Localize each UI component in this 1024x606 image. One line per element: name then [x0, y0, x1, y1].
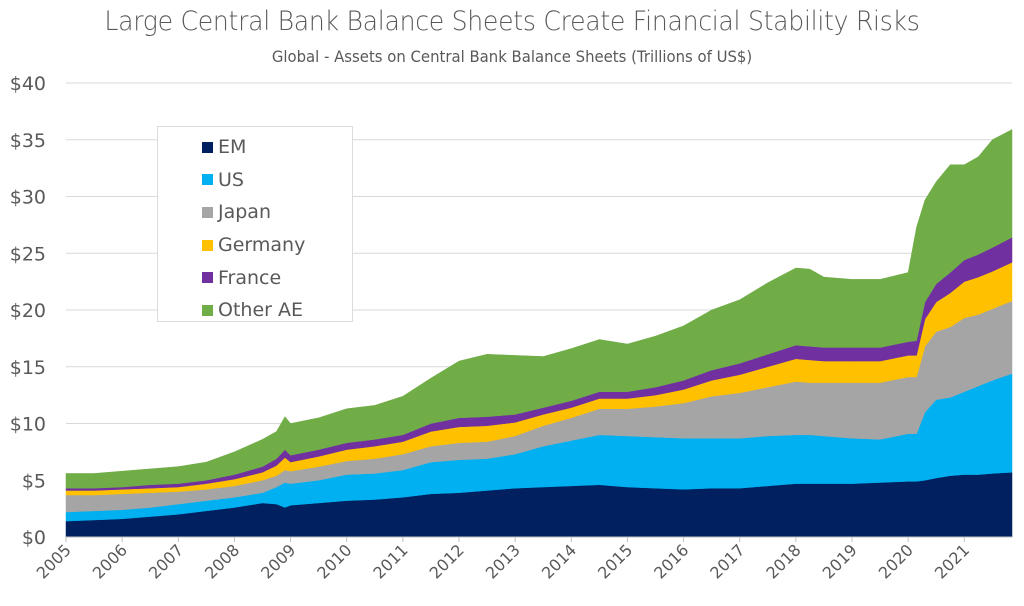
- legend-item: EM: [202, 131, 352, 164]
- legend-swatch: [202, 141, 213, 153]
- y-tick-label: $15: [10, 357, 46, 379]
- legend-item: US: [202, 164, 352, 197]
- legend-item: Japan: [202, 196, 352, 229]
- x-tick-label: 2020: [875, 540, 917, 582]
- y-axis: $0 $5 $10 $15 $20 $25 $30 $35 $40: [10, 73, 46, 549]
- y-tick-label: $40: [10, 73, 46, 95]
- legend-label: EM: [218, 136, 247, 159]
- legend-label: US: [218, 168, 244, 191]
- y-tick-label: $5: [22, 470, 46, 492]
- y-tick-label: $35: [10, 130, 46, 152]
- x-tick-label: 2008: [201, 540, 243, 582]
- legend-swatch: [202, 304, 213, 316]
- legend-label: France: [218, 266, 282, 289]
- x-axis: 2005 2006 2007 2008 2009 2010 2011 2012 2013 2014…: [33, 536, 1012, 583]
- legend-label: Other AE: [218, 299, 303, 322]
- y-tick-label: $10: [10, 414, 46, 436]
- x-tick-label: 2009: [257, 540, 299, 582]
- x-tick-label: 2018: [762, 540, 804, 582]
- x-tick-label: 2014: [538, 540, 580, 582]
- x-tick-label: 2013: [482, 540, 524, 582]
- legend: EM US Japan Germany France Other AE: [157, 126, 353, 322]
- x-tick-label: 2006: [89, 540, 131, 582]
- legend-swatch: [202, 239, 213, 251]
- legend-item: Germany: [202, 229, 352, 262]
- x-tick-label: 2011: [369, 540, 411, 582]
- legend-swatch: [202, 206, 213, 218]
- chart-subtitle: Global - Assets on Central Bank Balance …: [271, 47, 753, 66]
- x-tick-label: 2021: [931, 540, 973, 582]
- y-tick-label: $0: [22, 527, 46, 549]
- x-tick-label: 2019: [819, 540, 861, 582]
- legend-item: France: [202, 261, 352, 294]
- x-tick-label: 2010: [313, 540, 355, 582]
- y-tick-label: $25: [10, 243, 46, 265]
- x-tick-label: 2016: [650, 540, 692, 582]
- area-other-ae: [65, 129, 1013, 489]
- legend-swatch: [202, 272, 213, 284]
- x-tick-label: 2012: [426, 540, 468, 582]
- x-tick-label: 2007: [145, 540, 187, 582]
- chart-title: Large Central Bank Balance Sheets Create…: [104, 6, 920, 37]
- legend-label: Germany: [218, 234, 306, 257]
- area-series: [65, 129, 1013, 538]
- legend-item: Other AE: [202, 294, 352, 327]
- x-tick-label: 2017: [706, 540, 748, 582]
- x-tick-label: 2015: [594, 540, 636, 582]
- legend-swatch: [202, 174, 213, 186]
- y-tick-label: $30: [10, 187, 46, 209]
- legend-label: Japan: [218, 201, 271, 224]
- y-tick-label: $20: [10, 300, 46, 322]
